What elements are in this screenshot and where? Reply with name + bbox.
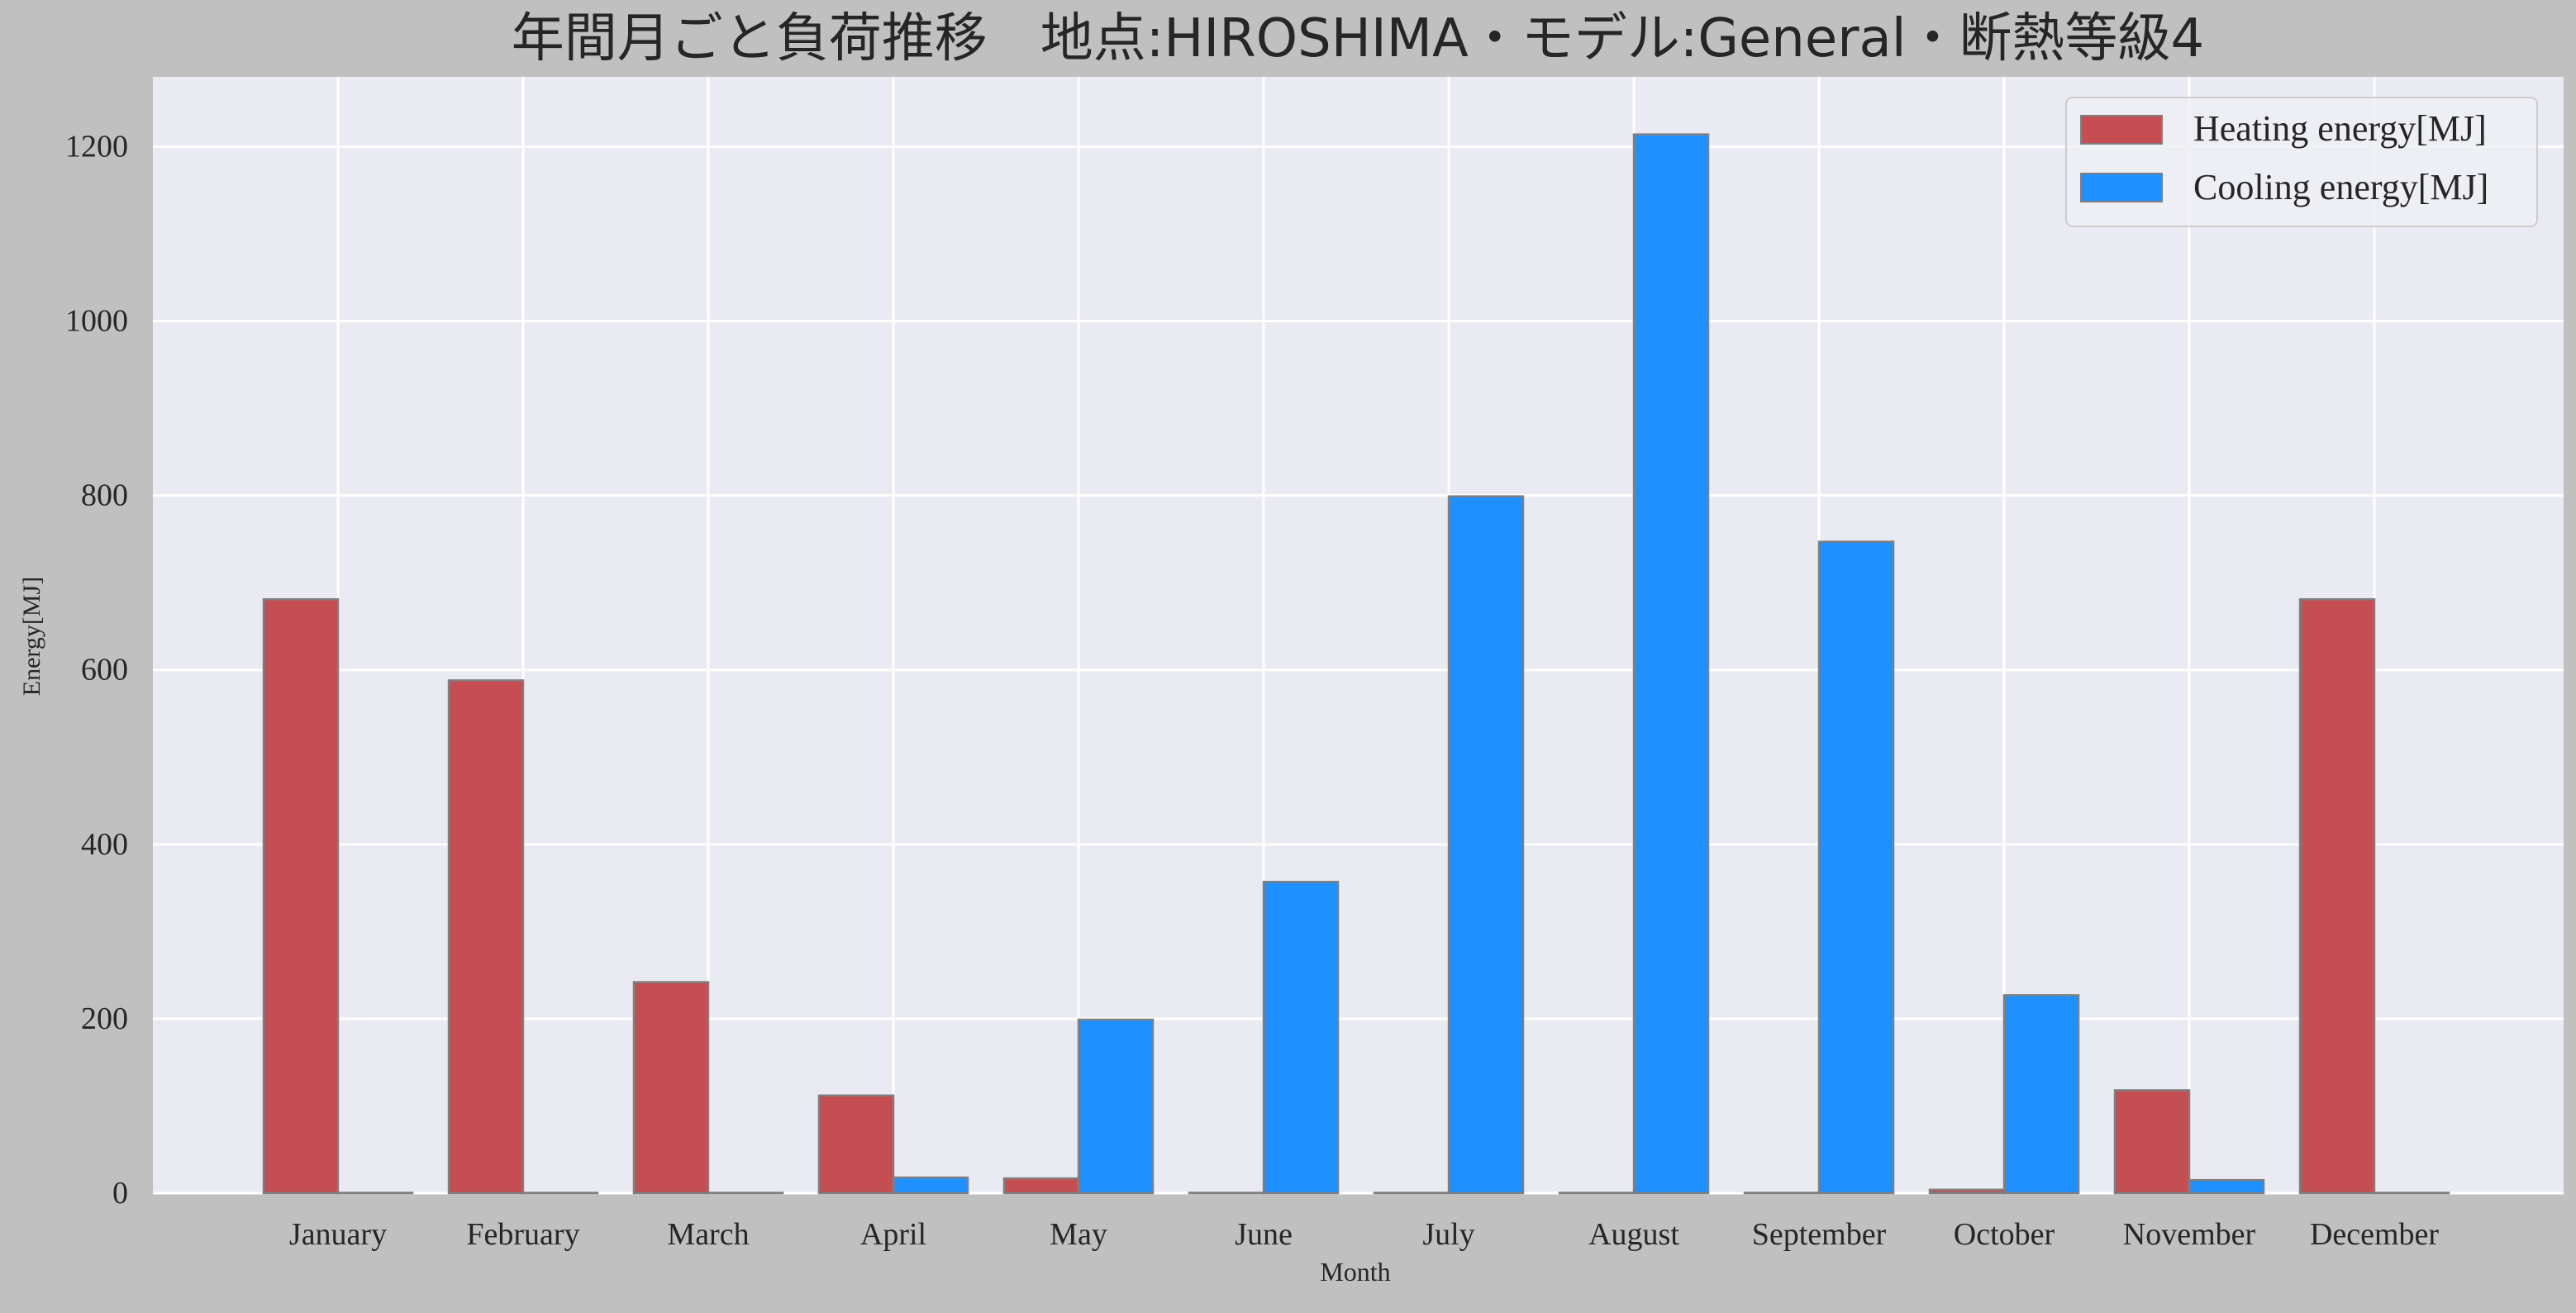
axis-ticks: 0 200 400 600 800 1000 1200 January February Marc… bbox=[65, 129, 2439, 1252]
heating-bar-december bbox=[2298, 597, 2376, 1195]
heating-bar-march bbox=[632, 981, 710, 1195]
cooling-bar-december bbox=[2373, 1192, 2450, 1195]
y-tick-label: 200 bbox=[81, 1001, 128, 1036]
cooling-bar-may bbox=[1077, 1018, 1155, 1195]
cooling-bar-april bbox=[892, 1176, 969, 1195]
heating-bar-october bbox=[1928, 1188, 2006, 1195]
legend-label-cooling: Cooling energy[MJ] bbox=[2193, 167, 2488, 207]
x-tick-label: March bbox=[667, 1217, 749, 1252]
y-axis-label: Energy[MJ] bbox=[18, 577, 45, 696]
cooling-bar-november bbox=[2188, 1178, 2265, 1195]
x-tick-label: July bbox=[1422, 1217, 1474, 1252]
cooling-bar-august bbox=[1632, 133, 1710, 1195]
x-tick-label: November bbox=[2123, 1217, 2256, 1252]
plot-area bbox=[153, 77, 2564, 1193]
cooling-bar-july bbox=[1447, 495, 1525, 1195]
heating-bar-august bbox=[1558, 1192, 1636, 1195]
cooling-bar-february bbox=[521, 1192, 599, 1195]
x-tick-label: September bbox=[1752, 1217, 1887, 1252]
y-tick-label: 800 bbox=[81, 478, 128, 513]
heating-bar-july bbox=[1373, 1192, 1450, 1195]
legend-box bbox=[2065, 97, 2538, 227]
x-tick-label: October bbox=[1954, 1217, 2055, 1252]
heating-bar-november bbox=[2113, 1089, 2191, 1195]
x-tick-label: April bbox=[860, 1217, 926, 1252]
y-tick-label: 600 bbox=[81, 653, 128, 687]
x-tick-label: June bbox=[1235, 1217, 1293, 1252]
heating-bar-september bbox=[1743, 1192, 1821, 1195]
heating-bar-june bbox=[1188, 1192, 1265, 1195]
legend-label-heating: Heating energy[MJ] bbox=[2193, 108, 2487, 149]
legend-swatch-cooling bbox=[2080, 173, 2163, 202]
x-axis-label: Month bbox=[1320, 1257, 1390, 1287]
heating-bar-may bbox=[1002, 1177, 1080, 1195]
heating-bar-january bbox=[262, 597, 340, 1195]
cooling-bar-june bbox=[1262, 880, 1340, 1195]
x-tick-label: January bbox=[289, 1217, 387, 1252]
legend-swatch-heating bbox=[2080, 115, 2163, 145]
x-tick-label: December bbox=[2310, 1217, 2439, 1252]
cooling-bar-march bbox=[707, 1192, 784, 1195]
cooling-bar-september bbox=[1817, 540, 1895, 1195]
heating-bar-april bbox=[817, 1094, 895, 1195]
x-tick-label: May bbox=[1050, 1217, 1107, 1252]
y-tick-label: 0 bbox=[112, 1176, 128, 1211]
x-tick-label: February bbox=[466, 1217, 579, 1252]
y-tick-label: 400 bbox=[81, 827, 128, 862]
y-tick-label: 1000 bbox=[65, 304, 128, 339]
heating-bar-february bbox=[447, 679, 525, 1195]
bars bbox=[262, 133, 2450, 1195]
cooling-bar-october bbox=[2002, 994, 2080, 1195]
x-tick-label: August bbox=[1588, 1217, 1679, 1252]
y-tick-label: 1200 bbox=[65, 129, 128, 164]
chart-title: 年間月ごと負荷推移 地点:HIROSHIMA・モデル:General・断熱等級4 bbox=[512, 8, 2205, 69]
legend: Heating energy[MJ] Cooling energy[MJ] bbox=[2065, 97, 2538, 227]
cooling-bar-january bbox=[336, 1192, 414, 1195]
